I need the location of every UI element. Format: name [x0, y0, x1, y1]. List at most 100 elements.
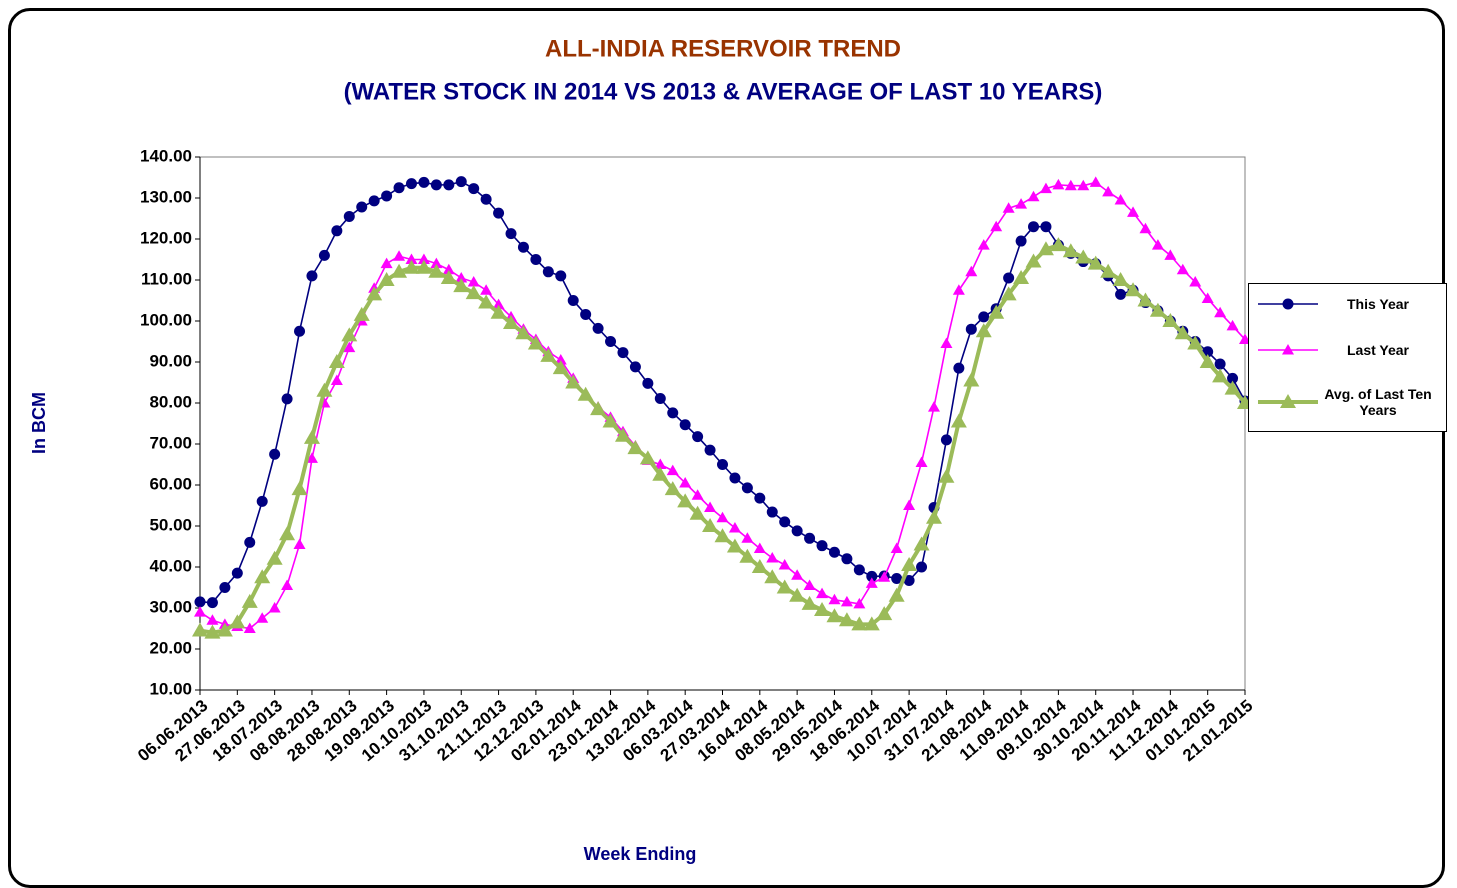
- data-point: [1037, 241, 1054, 256]
- data-point: [418, 176, 430, 188]
- data-point: [194, 606, 206, 617]
- data-point: [428, 263, 445, 278]
- data-point: [1164, 249, 1177, 260]
- data-point: [455, 271, 468, 283]
- chart-title: ALL-INDIA RESERVOIR TREND: [545, 35, 901, 62]
- data-point: [391, 263, 408, 278]
- data-point: [803, 579, 816, 590]
- data-point: [828, 546, 840, 558]
- data-point: [204, 624, 221, 639]
- y-tick-label: 70.00: [149, 433, 192, 452]
- data-point: [393, 250, 406, 261]
- data-point: [940, 434, 952, 446]
- legend-entry: Last Year: [1253, 340, 1433, 360]
- data-point: [988, 304, 1005, 319]
- data-point: [1151, 239, 1164, 250]
- data-point: [417, 253, 430, 264]
- data-point: [903, 499, 916, 510]
- data-point: [828, 593, 841, 605]
- data-point: [1137, 292, 1154, 307]
- data-point: [256, 612, 269, 623]
- data-point: [1149, 302, 1166, 317]
- data-point: [816, 540, 828, 552]
- data-point: [891, 572, 903, 584]
- legend-entry: This Year: [1253, 294, 1433, 314]
- data-point: [667, 407, 679, 419]
- y-tick-label: 140.00: [140, 146, 192, 165]
- data-point: [927, 401, 940, 412]
- data-point: [465, 285, 482, 300]
- data-point: [567, 295, 579, 306]
- data-point: [963, 372, 980, 387]
- data-point: [726, 538, 743, 553]
- data-point: [1174, 325, 1191, 340]
- data-point: [415, 259, 432, 274]
- data-point: [952, 284, 965, 295]
- legend-swatch: [1258, 394, 1318, 408]
- data-point: [1224, 380, 1241, 395]
- data-point: [876, 606, 893, 621]
- data-point: [1125, 282, 1142, 297]
- data-point: [229, 614, 246, 629]
- data-point: [816, 587, 829, 599]
- data-point: [281, 393, 293, 405]
- data-point: [343, 341, 356, 353]
- data-point: [490, 304, 507, 319]
- data-point: [505, 228, 517, 240]
- data-point: [913, 536, 930, 551]
- data-point: [1077, 179, 1090, 191]
- data-point: [216, 622, 233, 637]
- data-point: [366, 286, 383, 301]
- data-point: [766, 551, 779, 563]
- data-point: [552, 360, 569, 375]
- data-point: [704, 501, 717, 513]
- data-point: [791, 569, 804, 580]
- data-point: [901, 556, 918, 571]
- data-point: [480, 193, 492, 205]
- data-point: [1212, 368, 1229, 383]
- legend-label: This Year: [1346, 296, 1409, 312]
- y-tick-label: 130.00: [140, 187, 192, 206]
- data-point: [256, 495, 268, 507]
- data-point: [303, 429, 320, 444]
- data-point: [1002, 202, 1015, 213]
- data-point: [1226, 319, 1239, 331]
- data-point: [865, 577, 878, 588]
- data-point: [343, 210, 355, 222]
- data-point: [666, 464, 679, 476]
- data-point: [729, 472, 741, 484]
- data-point: [294, 325, 306, 337]
- data-point: [728, 522, 741, 533]
- data-point: [192, 622, 208, 637]
- data-point: [356, 201, 368, 213]
- x-axis-label: Week Ending: [584, 844, 697, 864]
- data-point: [1015, 198, 1028, 209]
- data-point: [639, 450, 656, 465]
- y-tick-label: 60.00: [149, 474, 192, 493]
- data-point: [1214, 306, 1227, 318]
- data-point: [903, 575, 915, 587]
- data-point: [766, 506, 778, 518]
- data-point: [1102, 185, 1115, 197]
- data-point: [1039, 182, 1052, 194]
- data-point: [1027, 190, 1040, 202]
- data-point: [393, 182, 405, 194]
- data-point: [503, 315, 520, 330]
- data-point: [1100, 263, 1117, 278]
- data-point: [316, 382, 333, 397]
- data-point: [442, 263, 455, 275]
- data-point: [814, 602, 831, 617]
- data-point: [405, 178, 417, 190]
- legend-swatch: [1258, 298, 1318, 310]
- data-point: [244, 536, 256, 548]
- y-tick-label: 40.00: [149, 556, 192, 575]
- plot-area: [199, 156, 1246, 691]
- legend-marker: [1280, 394, 1296, 408]
- data-point: [614, 427, 631, 442]
- data-point: [654, 458, 667, 469]
- data-point: [341, 327, 358, 342]
- data-point: [281, 579, 294, 590]
- data-point: [915, 456, 928, 467]
- data-point: [764, 569, 781, 584]
